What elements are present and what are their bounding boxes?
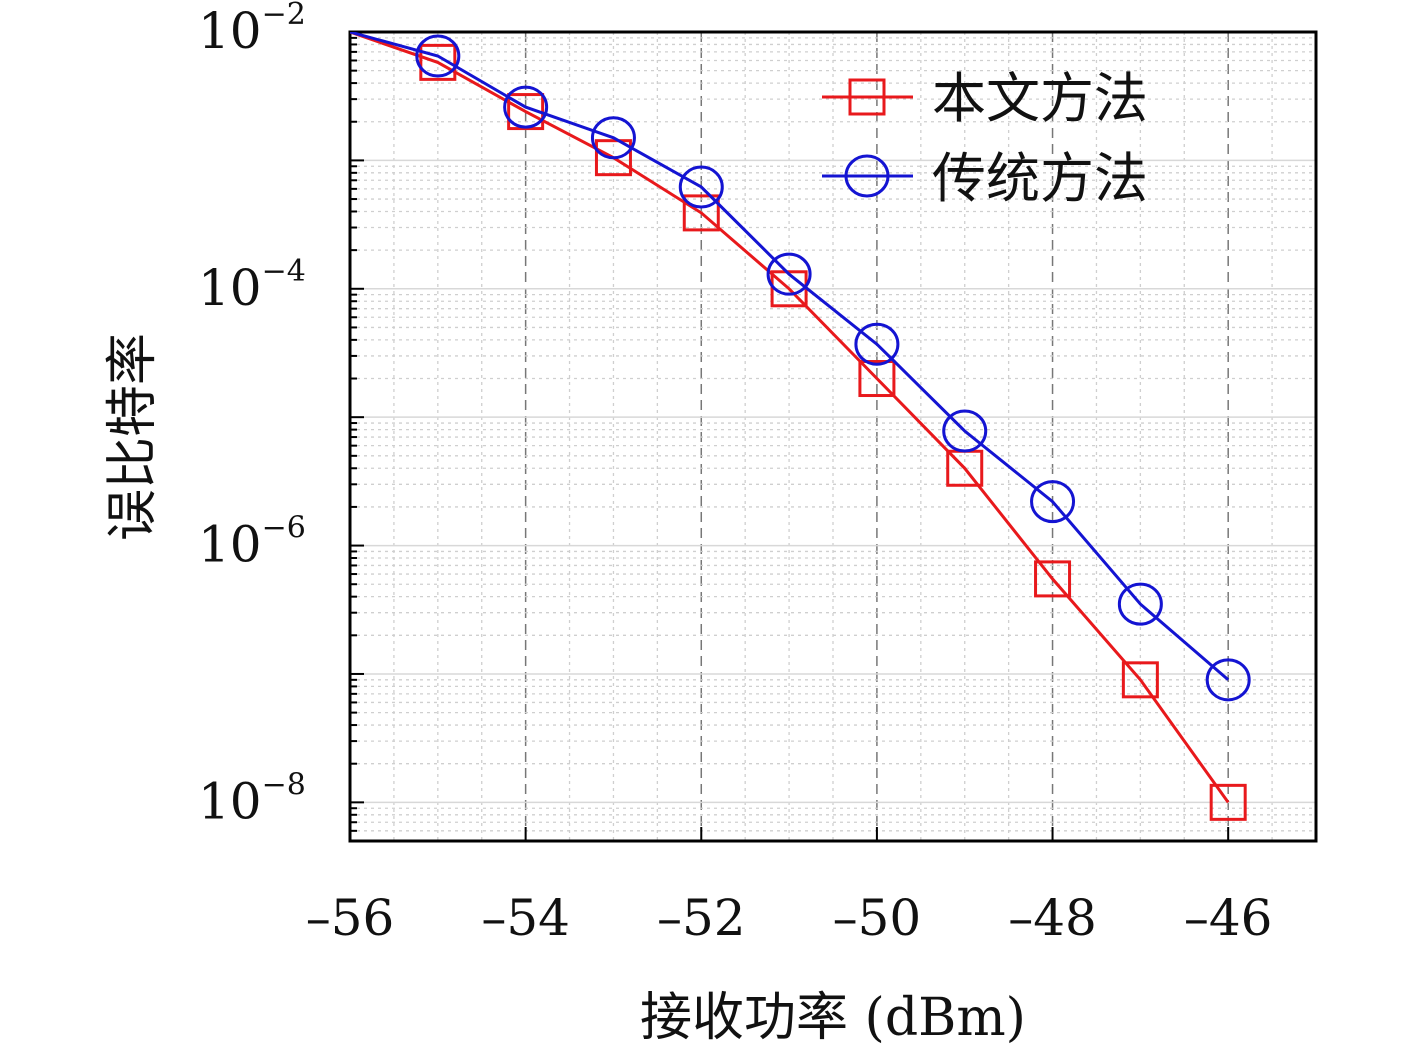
data-point-square <box>1034 560 1072 598</box>
data-point-square <box>1121 661 1159 699</box>
series-layer <box>350 32 1251 821</box>
x-tick-label: –50 <box>833 889 922 947</box>
series-2 <box>350 32 1251 702</box>
legend-label-series-1: 本文方法 <box>932 67 1148 130</box>
series-line-2 <box>350 32 1230 681</box>
series-line-1 <box>350 32 1230 804</box>
data-point-circle <box>1030 480 1076 524</box>
legend-marker-circle <box>844 154 890 198</box>
legend: 本文方法 传统方法 <box>822 67 1148 210</box>
legend-marker-square <box>848 78 886 116</box>
legend-entry-series-2: 传统方法 <box>822 147 1148 210</box>
y-tick-label: 10−8 <box>198 767 306 830</box>
data-point-circle <box>854 322 900 366</box>
x-axis-title: 接收功率 (dBm) <box>640 988 1026 1048</box>
data-point-square <box>1209 783 1247 821</box>
grid <box>349 31 1317 842</box>
data-point-circle <box>503 85 549 129</box>
data-point-circle <box>415 34 461 78</box>
data-point-square <box>419 43 457 81</box>
y-tick-label: 10−6 <box>198 511 306 574</box>
x-tick-label: –52 <box>657 889 746 947</box>
data-point-circle <box>590 116 636 160</box>
y-tick-label: 10−4 <box>198 254 306 317</box>
legend-label-series-2: 传统方法 <box>932 147 1148 210</box>
y-tick-label: 10−2 <box>198 0 306 60</box>
data-point-circle <box>1205 658 1251 702</box>
x-tick-label: –46 <box>1184 889 1273 947</box>
legend-entry-series-1: 本文方法 <box>822 67 1148 130</box>
data-point-circle <box>678 165 724 209</box>
tick-labels: –56 –54 –52 –50 –48 –46 10−2 10−4 10−6 10−8 <box>198 0 1272 947</box>
y-axis-title: 误比特率 <box>103 333 163 541</box>
data-point-square <box>594 139 632 177</box>
x-tick-label: –56 <box>306 889 395 947</box>
data-point-square <box>858 360 896 398</box>
data-point-circle <box>942 409 988 453</box>
data-point-square <box>682 194 720 232</box>
data-point-circle <box>766 252 812 296</box>
x-tick-label: –54 <box>481 889 570 947</box>
data-point-circle <box>1117 582 1163 626</box>
x-tick-label: –48 <box>1008 889 1097 947</box>
